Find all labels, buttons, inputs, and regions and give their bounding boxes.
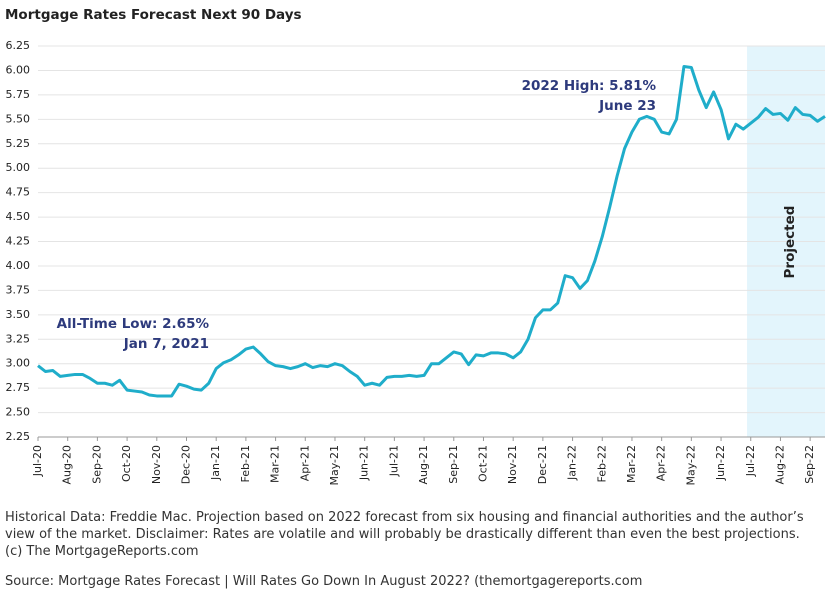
y-tick-label: 2.75 <box>6 381 31 394</box>
x-tick-label: Jul-22 <box>744 445 757 477</box>
x-tick-label: May-21 <box>328 445 341 486</box>
y-tick-label: 2.50 <box>6 406 31 419</box>
x-tick-label: Jan-22 <box>566 445 579 481</box>
y-tick-label: 5.00 <box>6 161 31 174</box>
x-tick-label: Dec-20 <box>179 445 192 484</box>
y-tick-label: 3.50 <box>6 308 31 321</box>
y-tick-label: 5.50 <box>6 112 31 125</box>
y-tick-label: 6.00 <box>6 63 31 76</box>
annotation: Jan 7, 2021 <box>123 336 209 352</box>
x-tick-label: Aug-22 <box>773 445 786 484</box>
x-tick-label: Dec-21 <box>536 445 549 484</box>
x-tick-label: Nov-21 <box>506 445 519 484</box>
x-tick-label: Apr-22 <box>655 445 668 481</box>
note: Historical Data: Freddie Mac. Projection… <box>5 510 804 525</box>
y-tick-label: 3.25 <box>6 332 31 345</box>
y-tick-label: 4.00 <box>6 259 31 272</box>
x-tick-label: Nov-20 <box>150 445 163 484</box>
annotation: June 23 <box>598 98 656 114</box>
note: view of the market. Disclaimer: Rates ar… <box>5 527 800 542</box>
y-tick-label: 5.75 <box>6 88 31 101</box>
x-tick-label: Sep-20 <box>90 445 103 484</box>
annotation: All-Time Low: 2.65% <box>57 316 210 332</box>
x-tick-label: Jan-21 <box>209 445 222 481</box>
x-tick-label: Sep-22 <box>803 445 816 484</box>
x-tick-label: Feb-22 <box>595 445 608 482</box>
y-tick-label: 6.25 <box>6 39 31 52</box>
y-tick-label: 3.75 <box>6 283 31 296</box>
x-tick-label: Mar-22 <box>625 445 638 483</box>
x-tick-label: Aug-20 <box>61 445 74 484</box>
y-tick-label: 4.25 <box>6 235 31 248</box>
projected-label: Projected <box>782 206 798 279</box>
y-tick-label: 4.50 <box>6 210 31 223</box>
y-tick-label: 2.25 <box>6 430 31 443</box>
x-tick-label: Sep-21 <box>447 445 460 484</box>
note: (c) The MortgageReports.com <box>5 544 199 559</box>
x-tick-label: Oct-21 <box>476 445 489 482</box>
x-tick-label: Aug-21 <box>417 445 430 484</box>
source: Source: Mortgage Rates Forecast | Will R… <box>5 574 642 589</box>
annotation: 2022 High: 5.81% <box>522 78 657 94</box>
y-tick-label: 3.00 <box>6 357 31 370</box>
x-tick-label: Oct-20 <box>120 445 133 482</box>
x-tick-label: Jun-22 <box>714 445 727 481</box>
x-tick-label: Mar-21 <box>269 445 282 483</box>
x-tick-label: Apr-21 <box>298 445 311 481</box>
series-line <box>37 65 826 398</box>
x-tick-label: Feb-21 <box>239 445 252 482</box>
x-tick-label: Jul-20 <box>31 445 44 477</box>
y-tick-label: 4.75 <box>6 186 31 199</box>
y-tick-label: 5.25 <box>6 137 31 150</box>
chart-title: Mortgage Rates Forecast Next 90 Days <box>5 7 302 23</box>
x-tick-label: May-22 <box>684 445 697 486</box>
x-tick-label: Jul-21 <box>387 445 400 477</box>
x-tick-label: Jun-21 <box>358 445 371 481</box>
